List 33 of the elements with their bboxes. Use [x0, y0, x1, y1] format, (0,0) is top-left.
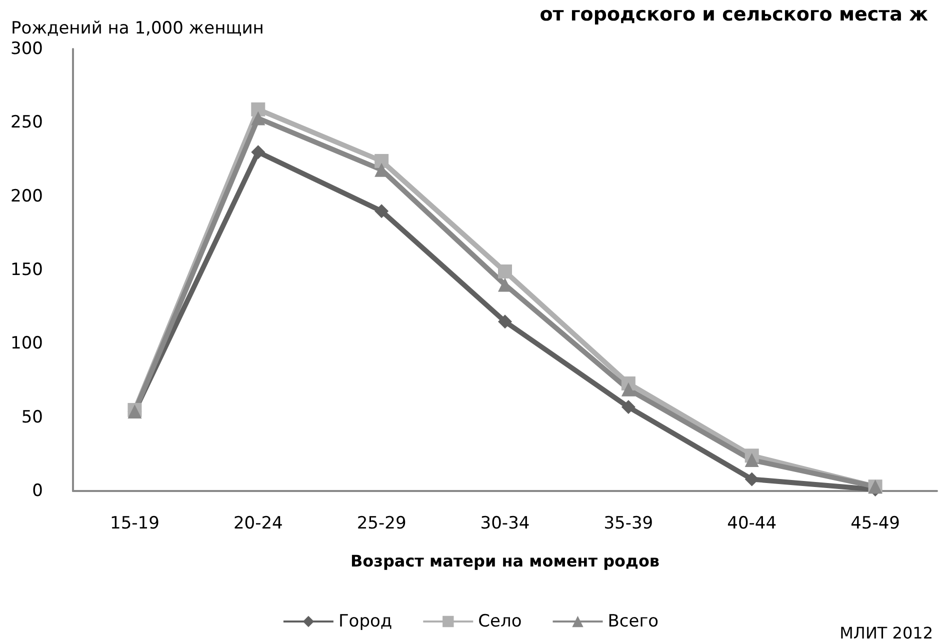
- y-axis-title: Рождений на 1,000 женщин: [11, 18, 264, 38]
- point: [251, 102, 266, 116]
- point: [498, 314, 512, 329]
- x-tick-label: 45-49: [850, 514, 900, 534]
- y-tick-label: 0: [32, 481, 43, 501]
- point: [744, 453, 759, 468]
- x-axis-title: Возраст матери на момент родов: [350, 552, 660, 570]
- y-tick-label: 300: [10, 39, 43, 59]
- point: [374, 154, 389, 168]
- x-tick-label: 20-24: [233, 514, 283, 534]
- legend-label: Всего: [608, 612, 659, 632]
- chart-title: от городского и сельского места ж: [540, 4, 928, 26]
- y-tick-label: 50: [21, 407, 43, 428]
- point: [251, 111, 266, 126]
- y-tick-label: 200: [10, 186, 43, 206]
- y-tick-label: 250: [10, 112, 43, 133]
- x-tick-label: 15-19: [110, 514, 160, 534]
- x-tick-label: 40-44: [727, 514, 777, 534]
- legend-label: Город: [338, 612, 392, 632]
- point: [621, 400, 636, 414]
- x-tick-label: 25-29: [356, 514, 406, 534]
- y-tick-label: 150: [10, 260, 43, 280]
- text: МЛИТ 2012: [840, 624, 934, 642]
- y-tick-label: 100: [10, 334, 43, 354]
- point: [498, 278, 512, 292]
- point: [251, 145, 266, 160]
- point: [498, 264, 512, 278]
- x-tick-label: 35-39: [604, 514, 654, 534]
- point: [744, 472, 759, 486]
- point: [621, 382, 636, 396]
- x-tick-label: 30-34: [480, 514, 530, 534]
- point: [374, 204, 389, 218]
- legend-label: Село: [478, 612, 522, 632]
